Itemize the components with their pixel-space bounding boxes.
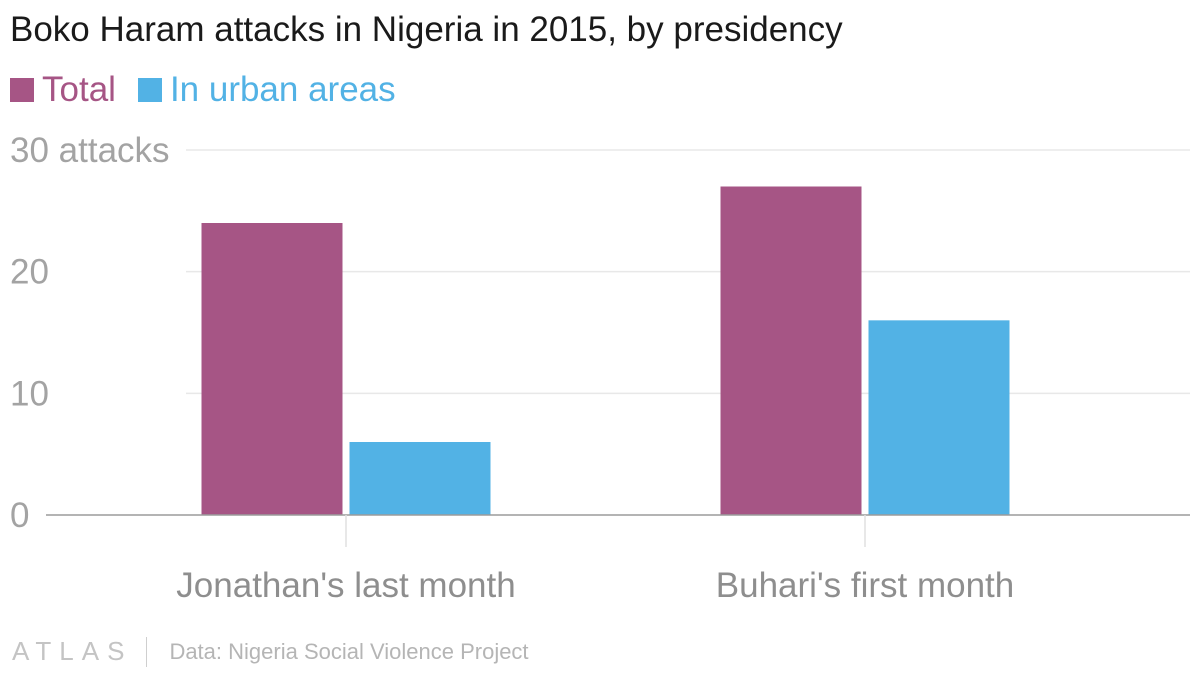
bar-urban-1 <box>868 320 1010 515</box>
legend-item-total: Total <box>10 70 116 110</box>
chart-title: Boko Haram attacks in Nigeria in 2015, b… <box>10 10 843 49</box>
y-tick-label: 20 <box>10 253 49 292</box>
y-tick-label: 10 <box>10 374 49 413</box>
legend: Total In urban areas <box>10 70 418 110</box>
legend-label-urban: In urban areas <box>169 70 396 109</box>
y-tick-label: 30 attacks <box>10 131 170 170</box>
source-note: Data: Nigeria Social Violence Project <box>169 638 529 664</box>
bar-total-1 <box>720 186 862 515</box>
footer-divider <box>146 636 148 667</box>
bar-urban-0 <box>349 442 491 515</box>
legend-item-urban: In urban areas <box>137 70 396 110</box>
x-category-label: Jonathan's last month <box>176 566 515 605</box>
axes <box>46 514 1190 547</box>
legend-swatch-urban <box>137 78 162 102</box>
legend-swatch-total <box>10 78 34 102</box>
gridlines <box>186 149 1190 395</box>
footer: ATLAS Data: Nigeria Social Violence Proj… <box>12 636 529 667</box>
x-category-label: Buhari's first month <box>716 566 1014 605</box>
bars <box>201 186 1010 515</box>
y-tick-label: 0 <box>10 496 29 535</box>
axis-labels: 0 10 20 30 attacks Jonathan's last month Buha… <box>10 131 1014 605</box>
legend-label-total: Total <box>42 70 116 109</box>
atlas-logo: ATLAS <box>12 636 133 666</box>
bar-total-0 <box>201 223 343 515</box>
